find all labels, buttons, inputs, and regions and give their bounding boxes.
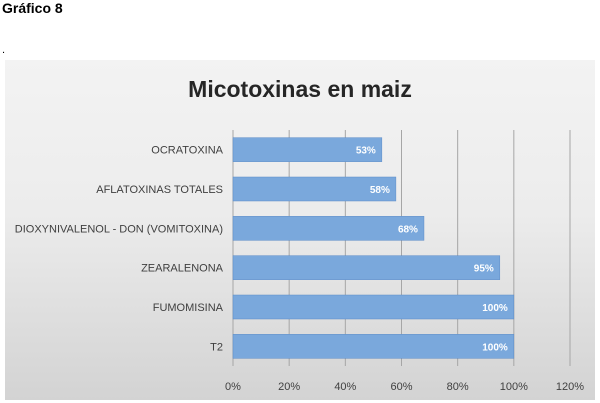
x-tick-label: 80% [447,381,469,393]
bars [232,137,515,359]
x-tick-label: 60% [390,381,412,393]
bar-ocratoxina [232,137,383,162]
data-label: 68% [398,224,418,235]
x-tick-label: 20% [278,381,300,393]
tick-labels: 0% 20% 40% 60% 80% 100% 120% [225,381,584,393]
x-tick-label: 40% [334,381,356,393]
data-label: 95% [474,264,494,275]
x-tick-label: 100% [500,381,528,393]
bar-chart: Micotoxinas en maiz OCRATOXINA AFLATOXINA… [15,76,585,393]
chart-title: Micotoxinas en maiz [188,76,412,102]
bar-aflatoxinas-totales [232,176,397,202]
data-labels: 53% 58% 68% 95% 100% 100% [356,146,508,354]
x-tick-label: 120% [556,381,584,393]
category-label: DIOXYNIVALENOL - DON (VOMITOXINA) [15,223,223,235]
bar-zearalenona [232,255,501,280]
page-note: . [2,44,6,56]
category-label: ZEARALENONA [141,263,224,275]
chart-area: Micotoxinas en maiz OCRATOXINA AFLATOXINA… [5,60,595,400]
bar-dioxynivalenol-don-vomitoxina [232,216,425,241]
data-label: 53% [356,146,376,157]
x-tick-label: 0% [225,381,241,393]
data-label: 58% [370,185,390,196]
data-label: 100% [482,303,508,314]
bar-fumomisina [232,294,515,320]
category-label: FUMOMISINA [153,302,224,314]
data-label: 100% [482,342,508,353]
bar-t2 [232,334,515,359]
category-label: OCRATOXINA [151,145,223,157]
category-label: AFLATOXINAS TOTALES [96,184,223,196]
category-labels: OCRATOXINA AFLATOXINAS TOTALES DIOXYNIVALE… [15,145,224,354]
category-label: T2 [210,341,223,353]
grid-lines [232,130,571,366]
page-heading: Gráfico 8 [2,0,63,16]
